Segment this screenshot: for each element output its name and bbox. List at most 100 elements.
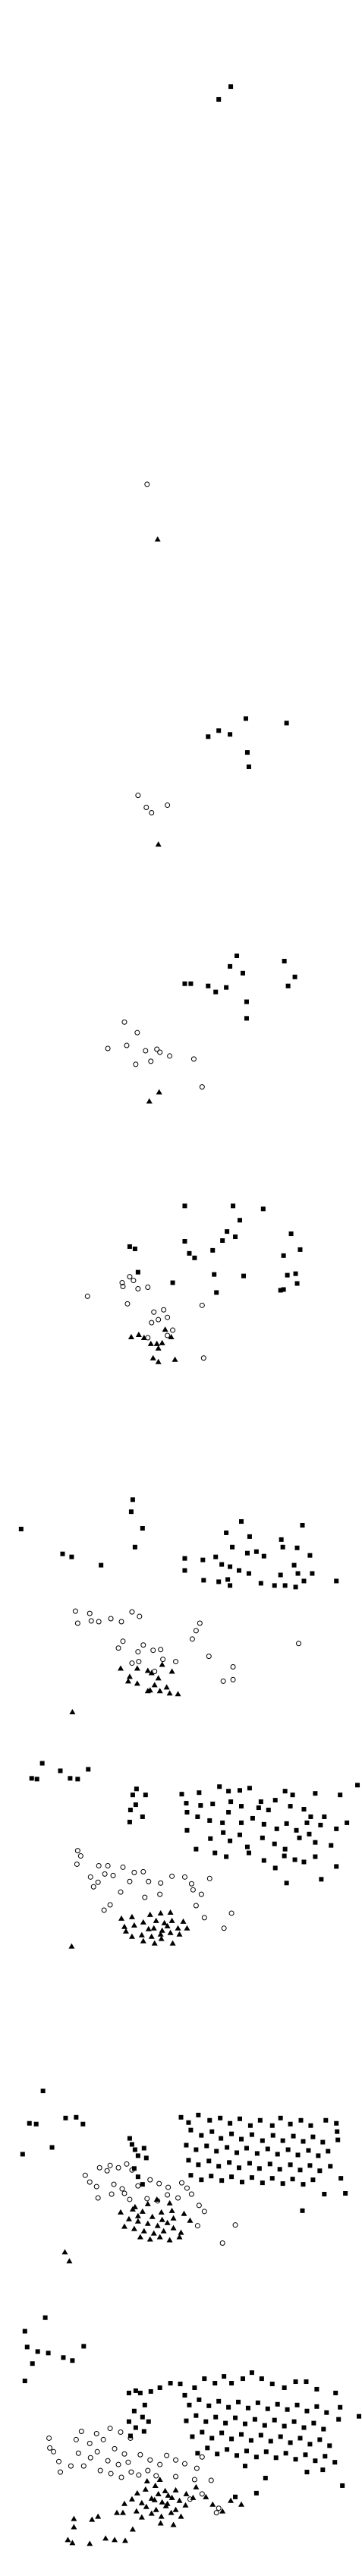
point-panel6-a-3	[99, 1562, 104, 1568]
point-panel5-b-13	[199, 1302, 205, 1308]
point-panel5-a-16	[281, 1287, 286, 1292]
point-panel9-a-31	[240, 2376, 245, 2382]
point-panel5-a-25	[170, 1280, 175, 1285]
point-panel6-b-24	[206, 1654, 212, 1660]
point-panel9-b-39	[191, 2477, 197, 2483]
point-panel6-b-16	[173, 1659, 179, 1665]
point-panel8-b-15	[147, 2177, 153, 2183]
point-panel9-b-8	[78, 2429, 84, 2435]
point-panel9-a-68	[282, 2423, 287, 2429]
point-panel8-a-29	[298, 2117, 304, 2123]
point-panel5-b-16	[170, 1327, 176, 1333]
point-panel9-c-0	[65, 2537, 71, 2543]
point-panel8-a-34	[335, 2137, 341, 2142]
point-panel9-a-14	[157, 2385, 162, 2390]
point-panel7-a-71	[212, 1850, 218, 1856]
point-panel9-a-44	[197, 2397, 202, 2402]
point-panel6-b-27	[220, 1678, 226, 1684]
point-panel6-b-7	[129, 1609, 135, 1615]
point-panel9-a-62	[223, 2420, 228, 2426]
point-panel7-b-29	[107, 1902, 113, 1908]
point-panel9-a-28	[212, 2381, 218, 2386]
point-panel7-a-44	[261, 1821, 266, 1827]
point-panel6-a-33	[230, 1544, 235, 1550]
point-panel4-a-2	[240, 970, 245, 976]
point-panel7-c-24	[175, 1925, 181, 1931]
point-panel8-a-30	[308, 2123, 313, 2128]
point-panel9-a-30	[229, 2381, 235, 2386]
point-panel9-a-86	[317, 2437, 323, 2442]
point-panel9-c-24	[148, 2510, 155, 2516]
point-panel8-a-63	[326, 2149, 331, 2154]
point-panel8-a-12	[131, 2166, 137, 2171]
point-panel8-c-20	[156, 2234, 163, 2240]
point-panel8-b-16	[156, 2180, 162, 2187]
point-panel5-c-7	[150, 1354, 156, 1361]
point-panel5-a-12	[285, 1272, 290, 1278]
point-panel7-c-17	[176, 1931, 183, 1937]
point-panel9-c-6	[87, 2540, 93, 2546]
point-panel5-a-17	[294, 1281, 300, 1286]
point-panel9-c-25	[158, 2513, 165, 2519]
point-panel7-b-0	[74, 1848, 80, 1854]
point-panel8-a-27	[278, 2115, 283, 2120]
point-panel8-a-24	[247, 2123, 253, 2128]
point-panel5-c-3	[147, 1340, 154, 1346]
point-panel8-b-21	[165, 2192, 171, 2198]
point-panel9-a-6	[61, 2355, 66, 2360]
point-panel7-a-56	[260, 1835, 265, 1840]
point-panel5-a-19	[187, 1250, 192, 1256]
point-panel7-a-19	[217, 1784, 222, 1789]
point-panel6-b-6	[118, 1619, 124, 1625]
point-panel7-c-20	[158, 1935, 165, 1941]
point-panel7-a-66	[319, 1877, 324, 1882]
point-panel7-a-59	[297, 1835, 302, 1840]
point-panel5-a-6	[220, 1238, 225, 1243]
point-panel9-c-29	[162, 2487, 168, 2493]
point-panel8-c-13	[131, 2225, 137, 2231]
point-panel7-a-51	[208, 1836, 213, 1841]
point-panel6-a-2	[69, 1554, 74, 1559]
point-panel9-b-10	[93, 2430, 99, 2436]
point-panel9-a-38	[314, 2386, 320, 2392]
point-panel9-b-38	[173, 2474, 179, 2480]
point-panel5-b-3	[120, 1284, 126, 1290]
point-panel8-a-50	[194, 2147, 199, 2152]
point-panel9-a-22	[141, 2429, 146, 2434]
point-panel3-b-0	[135, 793, 141, 799]
point-panel7-c-10	[168, 1917, 175, 1923]
point-panel8-c-9	[144, 2220, 151, 2226]
point-panel9-c-18	[143, 2503, 150, 2509]
point-panel8-a-94	[300, 2208, 305, 2213]
point-panel6-b-1	[74, 1620, 80, 1626]
point-panel4-a-4	[213, 989, 219, 995]
point-panel7-a-25	[290, 1792, 295, 1798]
point-panel9-b-27	[137, 2451, 143, 2458]
point-panel8-c-8	[134, 2218, 141, 2224]
point-panel9-a-67	[272, 2417, 277, 2423]
point-panel5-b-1	[127, 1274, 133, 1280]
point-panel6-a-13	[219, 1562, 225, 1567]
point-panel9-c-15	[159, 2499, 165, 2505]
point-panel8-a-15	[49, 2145, 55, 2150]
point-panel7-c-23	[164, 1922, 171, 1928]
point-panel9-c-47	[143, 2477, 150, 2483]
point-panel5-b-2	[131, 1278, 137, 1284]
point-panel7-b-24	[193, 1903, 199, 1909]
point-panel6-b-4	[96, 1619, 102, 1625]
point-panel9-a-91	[225, 2447, 230, 2452]
point-panel8-b-22	[175, 2195, 181, 2201]
point-panel8-a-6	[127, 2136, 132, 2141]
point-panel9-b-14	[127, 2435, 134, 2441]
point-panel6-a-5	[128, 1509, 134, 1515]
point-panel7-a-65	[334, 1864, 339, 1869]
point-panel6-c-3	[134, 1665, 140, 1671]
point-panel8-c-23	[131, 2203, 138, 2209]
point-panel9-c-16	[168, 2494, 175, 2500]
point-panel9-a-103	[320, 2467, 326, 2473]
point-panel4-a-1	[228, 963, 233, 969]
point-panel9-c-12	[128, 2496, 135, 2502]
point-panel8-c-12	[121, 2223, 127, 2229]
point-panel8-a-51	[204, 2143, 209, 2149]
